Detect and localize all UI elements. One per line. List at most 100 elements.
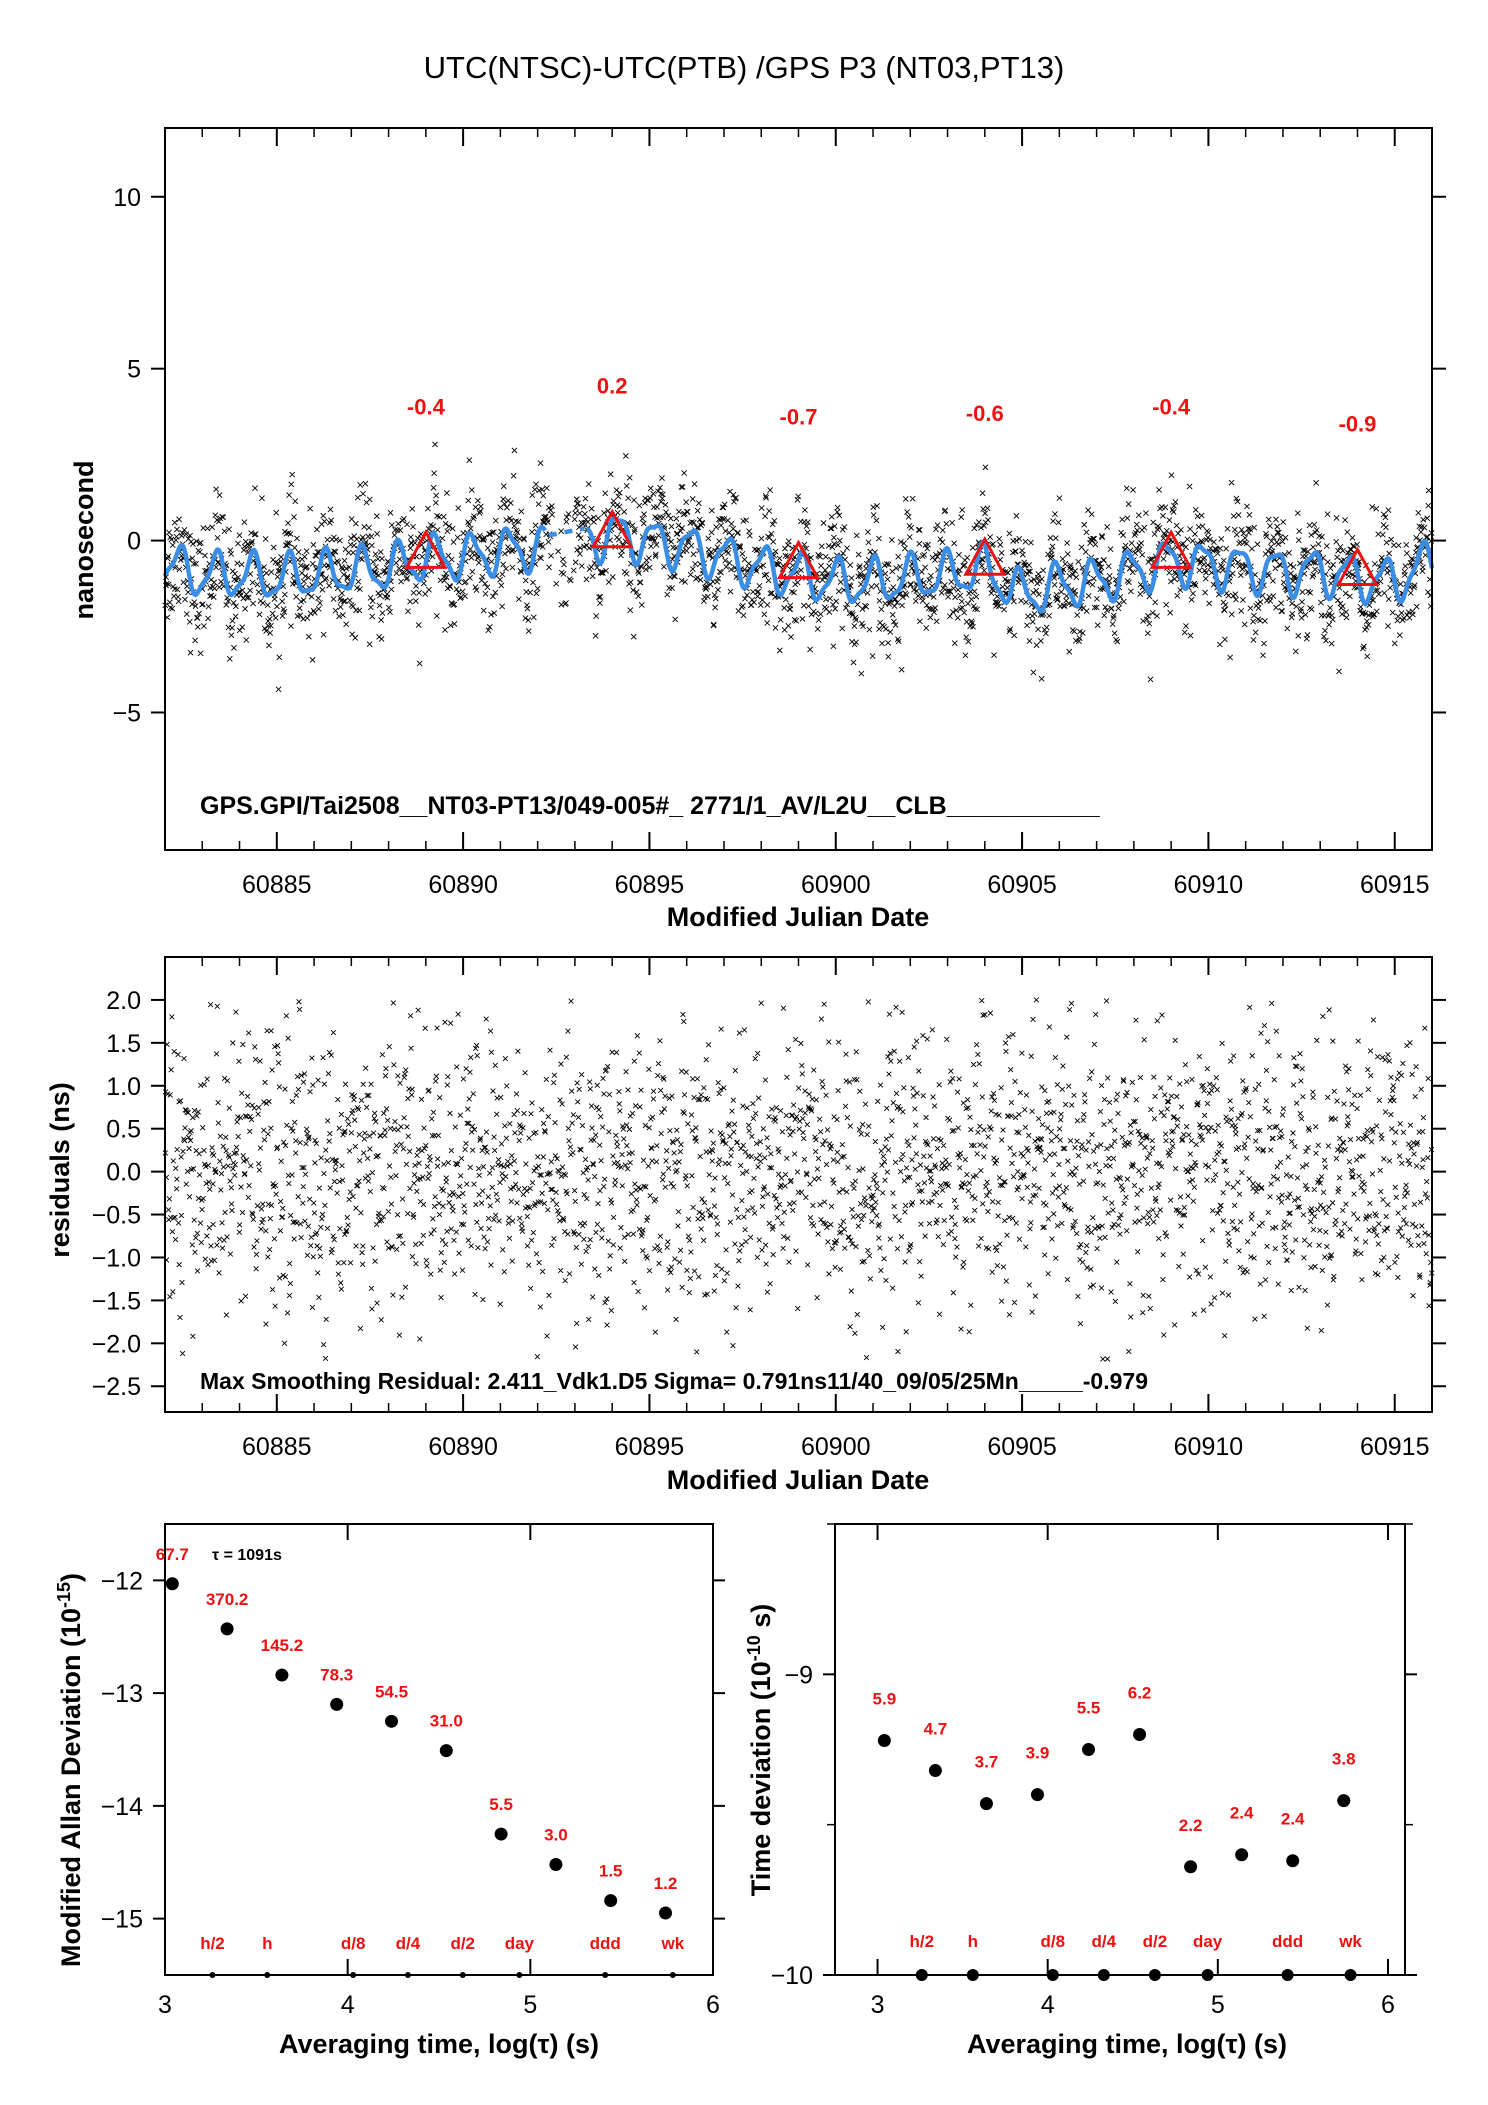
data-point (1049, 554, 1055, 561)
data-point (1240, 596, 1246, 603)
data-point (592, 632, 599, 639)
residual-point (188, 1127, 194, 1134)
residual-point (668, 1180, 674, 1187)
data-point (772, 624, 779, 631)
residual-point (801, 1135, 807, 1142)
data-point (949, 609, 956, 615)
residual-point (503, 1173, 509, 1180)
residual-point (746, 1128, 752, 1134)
data-point (899, 602, 905, 609)
data-point (901, 540, 907, 547)
residual-point (894, 1245, 901, 1252)
data-point (642, 566, 649, 573)
residual-point (724, 1270, 730, 1276)
residual-point (599, 1124, 606, 1130)
residual-point (472, 1291, 478, 1298)
data-point (213, 486, 220, 493)
data-point (946, 588, 952, 594)
residual-point (989, 1269, 995, 1275)
data-point (226, 526, 232, 533)
residual-point (498, 1094, 504, 1101)
data-point (1296, 528, 1303, 535)
data-point (412, 598, 419, 604)
data-point (412, 540, 418, 546)
data-point (771, 517, 778, 524)
data-point (388, 522, 395, 529)
residual-point (650, 1096, 657, 1102)
data-point (379, 555, 385, 562)
data-point (708, 507, 715, 514)
residual-point (970, 1217, 976, 1223)
data-point (699, 520, 706, 527)
residual-point (1239, 1169, 1245, 1176)
residual-point (1141, 1215, 1147, 1221)
data-point (848, 575, 855, 582)
residual-point (981, 1154, 987, 1160)
data-point (708, 549, 714, 556)
residual-point (587, 1237, 593, 1243)
residual-point (835, 1159, 841, 1165)
data-point (984, 505, 991, 512)
residual-point (523, 1161, 529, 1167)
residual-point (1098, 1082, 1105, 1089)
residual-point (1247, 1114, 1254, 1120)
residual-point (747, 1307, 753, 1313)
residual-point (433, 1073, 440, 1079)
residual-point (460, 1190, 466, 1197)
residual-points (162, 997, 1435, 1362)
data-point (284, 540, 291, 547)
residual-point (812, 1148, 819, 1155)
residual-point (1047, 1152, 1053, 1158)
data-point (916, 540, 923, 547)
residual-point (653, 1159, 660, 1165)
residual-point (883, 1277, 889, 1284)
residual-point (843, 1051, 849, 1057)
residual-point (1029, 1309, 1035, 1315)
residual-point (286, 1292, 293, 1299)
residual-point (224, 1077, 231, 1084)
residual-point (695, 1216, 701, 1222)
residual-point (706, 1172, 712, 1178)
residual-point (716, 1157, 723, 1163)
residual-point (443, 1175, 449, 1181)
residual-point (183, 1181, 189, 1187)
residual-point (1159, 1012, 1165, 1018)
data-point (183, 611, 190, 618)
data-point (951, 640, 958, 647)
data-point (323, 575, 330, 581)
residual-point (444, 1082, 451, 1088)
data-point (706, 552, 713, 559)
data-point (776, 647, 783, 654)
residual-point (610, 1214, 617, 1221)
residual-point (1107, 1163, 1113, 1169)
residual-point (189, 1242, 196, 1248)
data-point (829, 544, 836, 551)
data-point (1342, 590, 1349, 597)
residual-point (736, 1030, 743, 1036)
data-point (405, 608, 411, 615)
residual-point (548, 1159, 555, 1165)
residual-point (1228, 1117, 1234, 1123)
residual-point (331, 1236, 337, 1243)
residual-point (1088, 1069, 1095, 1075)
residual-point (754, 1254, 761, 1261)
residual-point (1062, 1101, 1069, 1108)
data-point (261, 625, 268, 632)
residual-point (624, 1142, 630, 1149)
data-point (347, 541, 354, 548)
residual-point (271, 1236, 278, 1242)
data-point (1127, 588, 1134, 595)
data-point (1090, 575, 1097, 582)
residual-point (785, 1046, 791, 1053)
residual-point (1132, 1219, 1138, 1225)
residual-point (321, 1170, 327, 1177)
data-point (194, 624, 201, 630)
residual-point (912, 1106, 918, 1112)
residual-point (920, 1093, 926, 1099)
residual-point (968, 1142, 975, 1149)
data-point (241, 519, 248, 526)
data-point (710, 621, 717, 628)
residual-point (896, 1058, 903, 1064)
residual-point (255, 1111, 261, 1117)
residual-point (1262, 1105, 1268, 1111)
